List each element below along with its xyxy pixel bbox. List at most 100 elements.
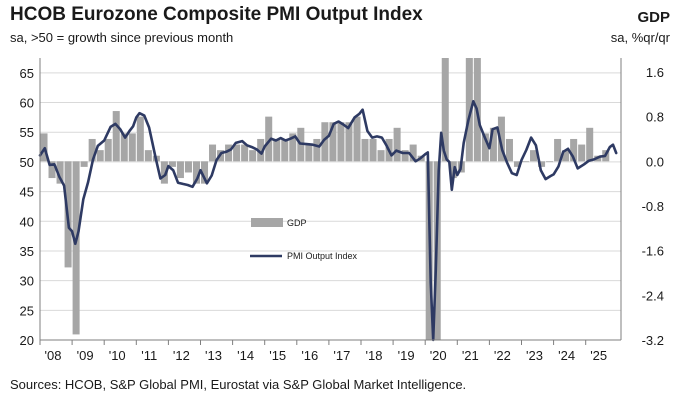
x-tick-label: '25: [590, 348, 607, 363]
gdp-bar: [361, 138, 369, 162]
gdp-bar: [369, 138, 377, 162]
gdp-bar: [570, 138, 578, 162]
gdp-bar: [305, 144, 313, 162]
x-tick-label: '10: [109, 348, 126, 363]
gdp-bar: [136, 116, 144, 162]
chart-subtitle: sa, >50 = growth since previous month: [10, 30, 234, 45]
legend-gdp-label: GDP: [287, 218, 307, 228]
gdp-bar: [192, 161, 200, 184]
gdp-bar: [530, 150, 538, 162]
left-tick-label: 20: [20, 333, 34, 348]
gdp-bar: [377, 150, 385, 162]
gdp-bar: [225, 144, 233, 162]
gdp-bar: [313, 138, 321, 162]
left-tick-label: 55: [20, 125, 34, 140]
x-tick-label: '21: [462, 348, 479, 363]
gridlines: [40, 72, 621, 311]
source-note: Sources: HCOB, S&P Global PMI, Eurostat …: [10, 377, 467, 392]
gdp-bar: [489, 127, 497, 162]
gdp-bar: [321, 122, 329, 162]
x-tick-label: '15: [269, 348, 286, 363]
gdp-bar: [120, 133, 128, 162]
left-tick-label: 65: [20, 66, 34, 81]
gdp-bar: [128, 133, 136, 162]
gdp-bar: [465, 58, 473, 162]
gdp-bar: [200, 161, 209, 184]
gdp-bar: [401, 150, 409, 162]
x-tick-label: '20: [430, 348, 447, 363]
gdp-bar: [393, 127, 401, 162]
gdp-bar: [329, 122, 337, 162]
gdp-bar: [441, 58, 449, 162]
left-tick-label: 35: [20, 244, 34, 259]
gdp-bar: [521, 161, 530, 163]
gdp-bar: [112, 111, 120, 162]
legend-gdp-swatch: [251, 218, 283, 227]
gdp-bar: [554, 138, 562, 162]
x-tick-label: '11: [141, 348, 157, 363]
gdp-bar: [281, 138, 289, 162]
right-tick-label: -2.4: [642, 288, 664, 303]
pmi-line-group: [38, 100, 618, 342]
right-tick-label: 0.0: [646, 154, 664, 169]
gdp-bar: [144, 150, 152, 162]
gdp-bar: [578, 144, 586, 162]
gdp-bar: [176, 161, 184, 179]
gdp-bar: [481, 133, 489, 162]
left-tick-label: 50: [20, 155, 34, 170]
right-axis-title: GDP: [637, 9, 670, 26]
right-axis-subtitle: sa, %qr/qr: [610, 30, 670, 45]
right-tick-label: 0.8: [646, 110, 664, 125]
x-tick-label: '13: [205, 348, 222, 363]
x-tick-label: '14: [237, 348, 254, 363]
x-tick-label: '17: [333, 348, 350, 363]
gdp-bar: [289, 133, 297, 162]
gdp-bar: [265, 116, 273, 162]
gdp-bar: [586, 127, 594, 162]
gdp-bar: [257, 138, 265, 162]
gdp-bar: [88, 138, 96, 162]
left-tick-label: 45: [20, 185, 34, 200]
gdp-bars: [40, 58, 610, 340]
left-tick-label: 40: [20, 214, 34, 229]
gdp-bar: [513, 161, 521, 167]
gdp-bar: [168, 161, 176, 167]
right-tick-label: -3.2: [642, 333, 664, 348]
gdp-bar: [505, 138, 513, 162]
gdp-bar: [538, 161, 546, 167]
pmi-line: [38, 100, 618, 342]
legend-pmi-label: PMI Output Index: [287, 251, 358, 261]
x-tick-label: '24: [558, 348, 575, 363]
left-tick-label: 25: [20, 303, 34, 318]
gdp-bar: [233, 144, 241, 162]
legend: GDP PMI Output Index: [250, 218, 358, 261]
gdp-bar: [345, 122, 353, 162]
axes: 20 25 30 35 40 45 50 55 60 65 -3.2 -2.4 -1.6 -0.8 0.0 0…: [20, 58, 664, 363]
gdp-bar: [209, 144, 217, 162]
x-tick-label: '12: [173, 348, 190, 363]
x-tick-label: '09: [77, 348, 94, 363]
gdp-bar: [80, 161, 88, 167]
gdp-bar: [337, 122, 345, 162]
right-tick-label: -0.8: [642, 199, 664, 214]
x-tick-label: '22: [494, 348, 511, 363]
right-tick-label: -1.6: [642, 244, 664, 259]
gdp-bar: [72, 161, 80, 335]
gdp-bar: [160, 161, 168, 184]
gdp-bar: [353, 116, 361, 162]
chart-title: HCOB Eurozone Composite PMI Output Index: [10, 4, 423, 25]
gdp-bar: [96, 150, 104, 162]
gdp-bar: [48, 161, 56, 179]
gdp-bar: [273, 138, 281, 162]
gdp-bar: [497, 116, 505, 162]
gdp-bar: [546, 161, 554, 163]
gdp-bar: [241, 144, 249, 162]
gdp-bar: [104, 138, 112, 162]
x-tick-label: '08: [45, 348, 62, 363]
x-tick-label: '19: [398, 348, 415, 363]
x-tick-label: '16: [301, 348, 318, 363]
gdp-bar: [409, 144, 417, 162]
gdp-bar: [249, 150, 257, 162]
x-tick-label: '23: [526, 348, 543, 363]
